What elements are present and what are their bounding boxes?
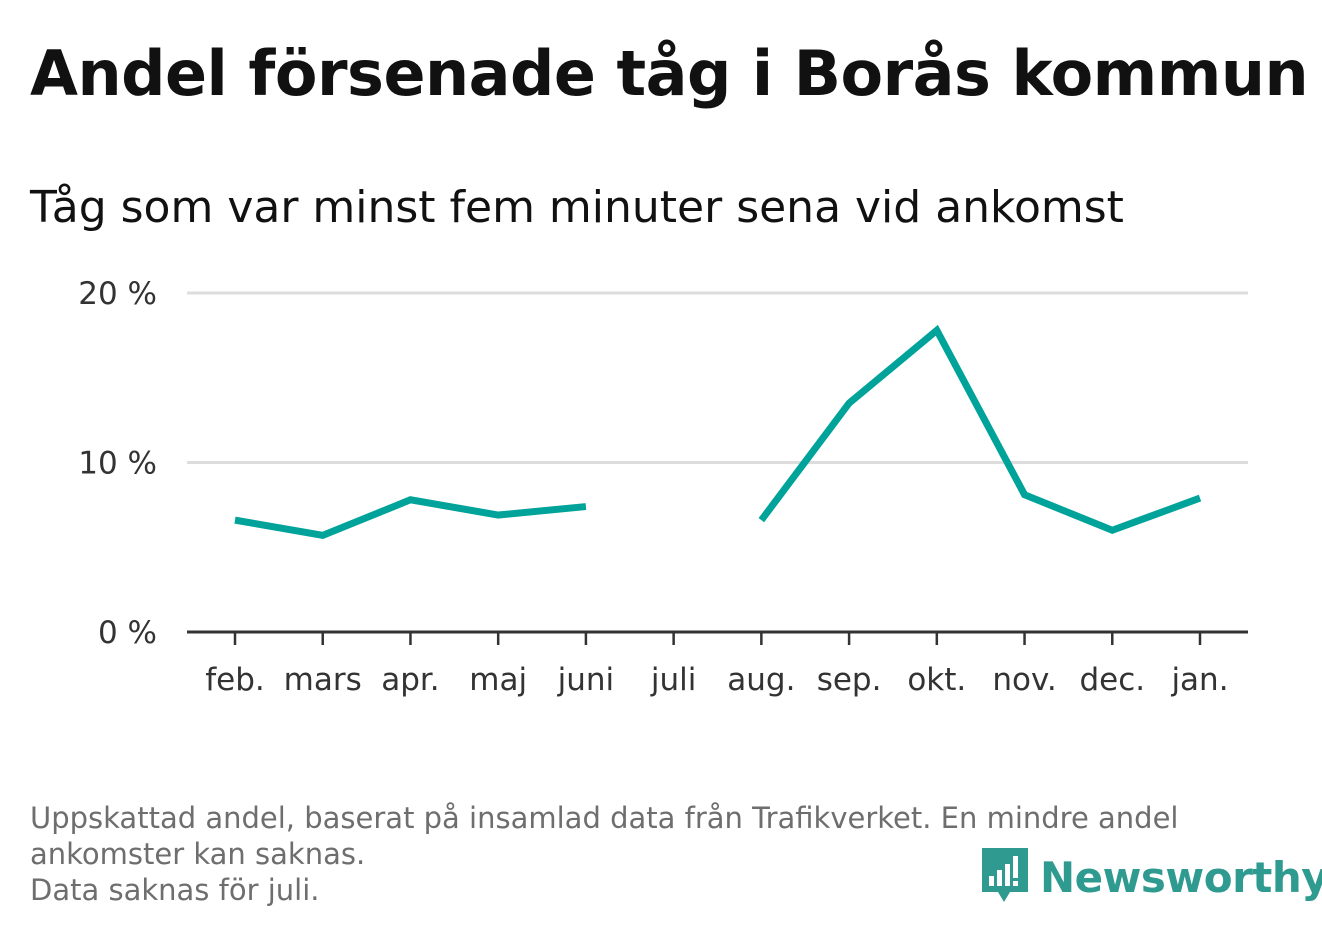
series [234, 324, 1202, 540]
x-tick-label: aug. [727, 662, 795, 698]
x-tick-label: jan. [1170, 662, 1228, 698]
x-tick-label: maj [469, 662, 527, 698]
x-tick-label: sep. [817, 662, 882, 698]
x-tick-label: juli [650, 662, 697, 698]
x-tick-label: feb. [205, 662, 265, 698]
x-tick-label: mars [284, 662, 362, 698]
x-tick-label: apr. [381, 662, 439, 698]
footnote-line: Uppskattad andel, baserat på insamlad da… [30, 801, 1179, 835]
footnote: Uppskattad andel, baserat på insamlad da… [30, 800, 1290, 908]
y-tick-label: 20 % [78, 276, 157, 312]
y-tick-label: 0 % [98, 615, 157, 651]
newsworthy-logo-icon [982, 848, 1028, 902]
y-tick-label: 10 % [78, 446, 157, 482]
chart-title: Andel försenade tåg i Borås kommun [30, 37, 1309, 110]
x-axis: feb. mars apr. maj juni juli aug. sep. okt. nov. d… [187, 630, 1248, 698]
chart-subtitle: Tåg som var minst fem minuter sena vid a… [30, 182, 1124, 233]
x-tick-label: dec. [1079, 662, 1145, 698]
line-chart: 0 % 10 % 20 % feb. mars apr. maj juni juli aug. s… [78, 276, 1248, 698]
x-tick-label: okt. [907, 662, 966, 698]
series-line [758, 324, 1202, 535]
footnote-line: Data saknas för juli. [30, 873, 320, 907]
y-axis: 0 % 10 % 20 % [78, 276, 157, 651]
footnote-line: ankomster kan saknas. [30, 837, 366, 871]
series-line [234, 496, 587, 540]
brand-name: Newsworthy [1040, 852, 1322, 902]
gridlines [187, 291, 1248, 464]
x-tick-label: nov. [992, 662, 1056, 698]
brand-logo: Newsworthy [980, 846, 1322, 908]
x-tick-label: juni [557, 662, 615, 698]
